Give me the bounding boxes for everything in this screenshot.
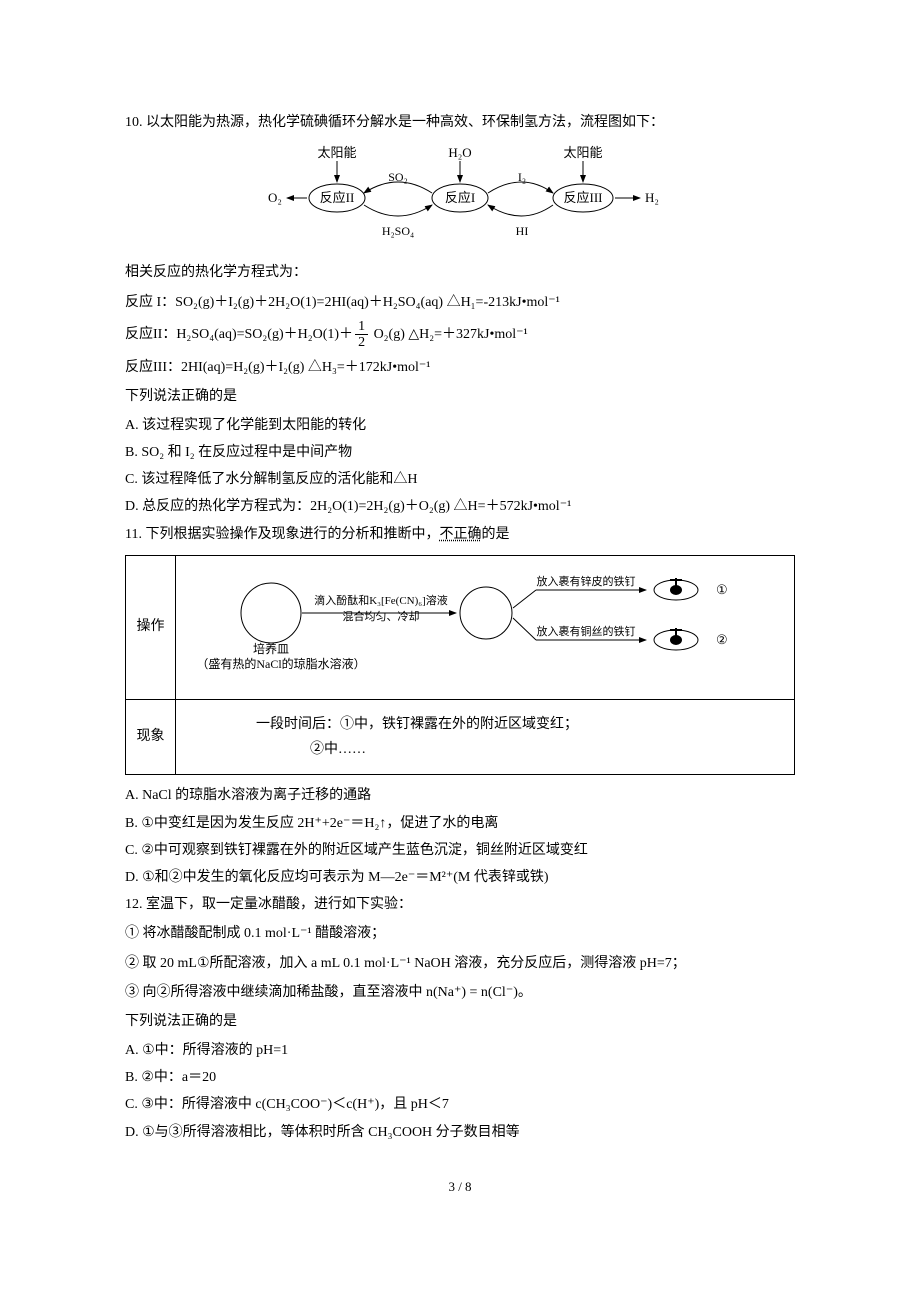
diag-h2: H₂ bbox=[645, 190, 659, 205]
diag-o2: O₂ bbox=[268, 190, 282, 205]
exp-bot: 放入裹有铜丝的铁钉 bbox=[537, 624, 636, 638]
diag-r2: 反应II bbox=[320, 190, 355, 205]
q10-r2: 反应II：H₂SO₄(aq)=SO₂(g)＋H₂O(1)＋12 O₂(g) △H… bbox=[125, 319, 795, 351]
exp-mid: 滴入酚酞和K₃[Fe(CN)₆]溶液 bbox=[314, 593, 448, 607]
exp-c1: ① bbox=[716, 582, 728, 597]
q10-r2b: O₂(g) △H₂=＋327kJ•mol⁻¹ bbox=[370, 327, 528, 342]
diag-i2: I₂ bbox=[518, 170, 526, 184]
diag-hi: HI bbox=[516, 224, 529, 238]
exp-dish2: （盛有热的NaCl的琼脂水溶液） bbox=[196, 656, 365, 671]
q12-C: C. ③中：所得溶液中 c(CH₃COO⁻)＜c(H⁺)，且 pH＜7 bbox=[125, 1092, 795, 1117]
q11-stem: 11. 下列根据实验操作及现象进行的分析和推断中，不正确的是 bbox=[125, 522, 795, 547]
diag-r3: 反应III bbox=[564, 190, 603, 205]
exp-top: 放入裹有锌皮的铁钉 bbox=[537, 574, 636, 588]
q11-C: C. ②中可观察到铁钉裸露在外的附近区域产生蓝色沉淀，铜丝附近区域变红 bbox=[125, 838, 795, 863]
q12-B: B. ②中：a＝20 bbox=[125, 1065, 795, 1090]
q10-line1: 相关反应的热化学方程式为： bbox=[125, 260, 795, 285]
q12-s1: ① 将冰醋酸配制成 0.1 mol·L⁻¹ 醋酸溶液； bbox=[125, 921, 795, 946]
q11-stem-a: 11. 下列根据实验操作及现象进行的分析和推断中， bbox=[125, 527, 439, 542]
q12-D: D. ①与③所得溶液相比，等体积时所含 CH₃COOH 分子数目相等 bbox=[125, 1120, 795, 1145]
q11-row1-cell: 培养皿 （盛有热的NaCl的琼脂水溶液） 滴入酚酞和K₃[Fe(CN)₆]溶液 … bbox=[176, 555, 795, 699]
q11-D: D. ①和②中发生的氧化反应均可表示为 M—2e⁻＝M²⁺(M 代表锌或铁) bbox=[125, 865, 795, 890]
q10-A: A. 该过程实现了化学能到太阳能的转化 bbox=[125, 413, 795, 438]
exp-dish: 培养皿 bbox=[253, 641, 289, 656]
exp-c2: ② bbox=[716, 632, 728, 647]
q11-stem-b: 不正确 bbox=[439, 527, 481, 542]
q11-row2-cell: 一段时间后：①中，铁钉裸露在外的附近区域变红； ②中…… bbox=[176, 700, 795, 775]
q11-row2-label: 现象 bbox=[126, 700, 176, 775]
q10-r3: 反应III：2HI(aq)=H₂(g)＋I₂(g) △H₃=＋172kJ•mol… bbox=[125, 355, 795, 380]
q10-stem: 10. 以太阳能为热源，热化学硫碘循环分解水是一种高效、环保制氢方法，流程图如下… bbox=[125, 110, 795, 135]
diag-sun2: 太阳能 bbox=[563, 145, 602, 160]
diag-h2o: H₂O bbox=[448, 145, 471, 160]
q10-r1: 反应 I：SO₂(g)＋I₂(g)＋2H₂O(1)=2HI(aq)＋H₂SO₄(… bbox=[125, 290, 795, 315]
page-number: 3 / 8 bbox=[125, 1175, 795, 1198]
q12-s2: ② 取 20 mL①所配溶液，加入 a mL 0.1 mol·L⁻¹ NaOH … bbox=[125, 951, 795, 976]
q12-s3: ③ 向②所得溶液中继续滴加稀盐酸，直至溶液中 n(Na⁺) = n(Cl⁻)。 bbox=[125, 980, 795, 1005]
diag-sun1: 太阳能 bbox=[317, 145, 356, 160]
q10-diagram: 反应II 反应I 反应III 太阳能 H₂O 太阳能 O₂ H₂ SO₂ H₂S… bbox=[125, 143, 795, 252]
q10-B: B. SO₂ 和 I₂ 在反应过程中是中间产物 bbox=[125, 440, 795, 465]
q11-phen1: 一段时间后：①中，铁钉裸露在外的附近区域变红； bbox=[186, 712, 784, 737]
exp-mid2: 混合均匀、冷却 bbox=[343, 609, 420, 623]
q11-B: B. ①中变红是因为发生反应 2H⁺+2e⁻＝H₂↑，促进了水的电离 bbox=[125, 811, 795, 836]
q11-row1-label: 操作 bbox=[126, 555, 176, 699]
diag-so2: SO₂ bbox=[388, 170, 408, 184]
fraction-half: 12 bbox=[355, 319, 368, 351]
diag-r1: 反应I bbox=[445, 190, 475, 205]
q10-C: C. 该过程降低了水分解制氢反应的活化能和△H bbox=[125, 467, 795, 492]
q10-q: 下列说法正确的是 bbox=[125, 384, 795, 409]
q11-A: A. NaCl 的琼脂水溶液为离子迁移的通路 bbox=[125, 783, 795, 808]
q12-q: 下列说法正确的是 bbox=[125, 1009, 795, 1034]
q10-r2a: 反应II：H₂SO₄(aq)=SO₂(g)＋H₂O(1)＋ bbox=[125, 327, 353, 342]
q12-A: A. ①中：所得溶液的 pH=1 bbox=[125, 1038, 795, 1063]
q10-D: D. 总反应的热化学方程式为：2H₂O(1)=2H₂(g)＋O₂(g) △H=＋… bbox=[125, 494, 795, 519]
q11-phen2: ②中…… bbox=[186, 737, 784, 762]
q11-table: 操作 培养皿 （盛有热的NaCl的琼脂水溶液） 滴入酚酞和K₃[Fe(CN)₆]… bbox=[125, 555, 795, 776]
q12-stem: 12. 室温下，取一定量冰醋酸，进行如下实验： bbox=[125, 892, 795, 917]
q11-stem-c: 的是 bbox=[481, 527, 509, 542]
diag-h2so4: H₂SO₄ bbox=[382, 224, 414, 238]
